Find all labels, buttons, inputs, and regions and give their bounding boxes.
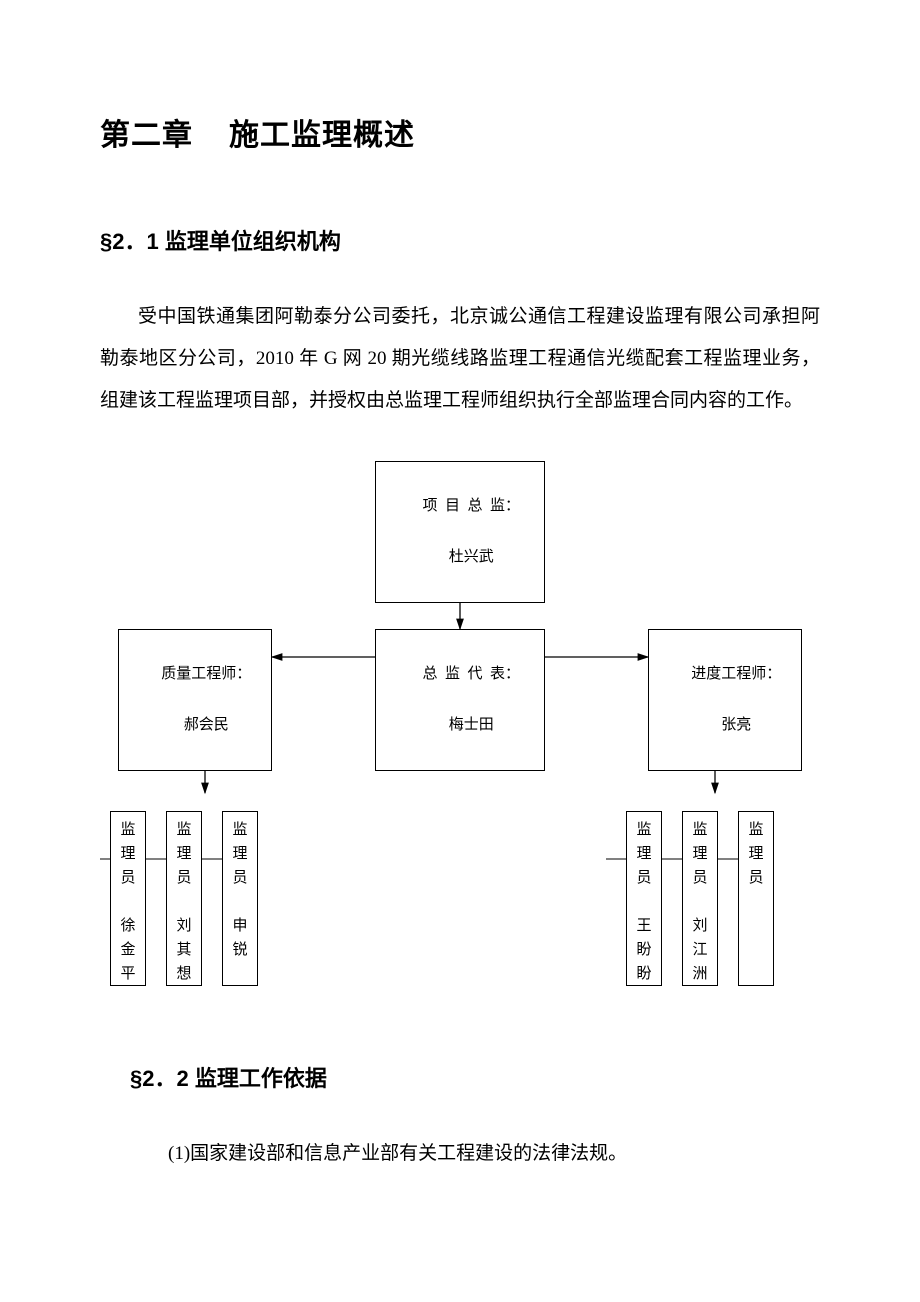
org-node-progress-role: 进度工程师：: [691, 666, 781, 682]
org-node-quality-name: 郝会民: [184, 717, 229, 733]
org-leaf-l1: 监 理 员 徐 金 平: [110, 811, 146, 986]
section-2-1-paragraph: 受中国铁通集团阿勒泰分公司委托，北京诚公通信工程建设监理有限公司承担阿勒泰地区分…: [100, 296, 820, 421]
page: 第二章 施工监理概述 §2．1 监理单位组织机构 受中国铁通集团阿勒泰分公司委托，…: [0, 0, 920, 1302]
org-node-director-name: 杜兴武: [449, 549, 494, 565]
org-leaf-r1: 监理员 王盼盼: [626, 811, 662, 986]
org-leaf-l1-name-3: 平: [113, 962, 143, 986]
chapter-label: 第二章: [100, 119, 193, 152]
org-node-deputy-director: 总 监 代 表： 梅士田: [375, 629, 545, 771]
org-leaf-l1-name-2: 金: [113, 938, 143, 962]
section-2-2-heading: §2．2 监理工作依据: [130, 1061, 820, 1093]
org-node-director-role: 项 目 总 监：: [422, 498, 520, 514]
org-leaf-l1-role-2: 理: [113, 842, 143, 866]
chapter-name: 施工监理概述: [229, 119, 415, 152]
org-leaf-r3: 监理员: [738, 811, 774, 986]
chapter-title: 第二章 施工监理概述: [100, 110, 820, 154]
org-leaf-l1-name-1: 徐: [113, 914, 143, 938]
org-node-deputy-role: 总 监 代 表：: [422, 666, 520, 682]
org-leaf-l2: 监理员 刘其想: [166, 811, 202, 986]
org-node-progress-engineer: 进度工程师： 张亮: [648, 629, 802, 771]
org-leaf-l3: 监理员 申锐: [222, 811, 258, 986]
org-node-quality-role: 质量工程师：: [161, 666, 251, 682]
org-node-progress-name: 张亮: [721, 717, 751, 733]
org-node-deputy-name: 梅士田: [449, 717, 494, 733]
section-2-1-heading: §2．1 监理单位组织机构: [100, 224, 820, 256]
org-node-director: 项 目 总 监： 杜兴武: [375, 461, 545, 603]
section-2-2-item-1: (1)国家建设部和信息产业部有关工程建设的法律法规。: [130, 1133, 820, 1175]
org-chart: 项 目 总 监： 杜兴武 质量工程师： 郝会民 总 监 代 表： 梅士田 进度工…: [100, 461, 820, 1021]
org-leaf-l1-role-1: 监: [113, 818, 143, 842]
org-node-quality-engineer: 质量工程师： 郝会民: [118, 629, 272, 771]
org-leaf-r2: 监理员 刘江洲: [682, 811, 718, 986]
org-leaf-l1-role-3: 员: [113, 866, 143, 890]
